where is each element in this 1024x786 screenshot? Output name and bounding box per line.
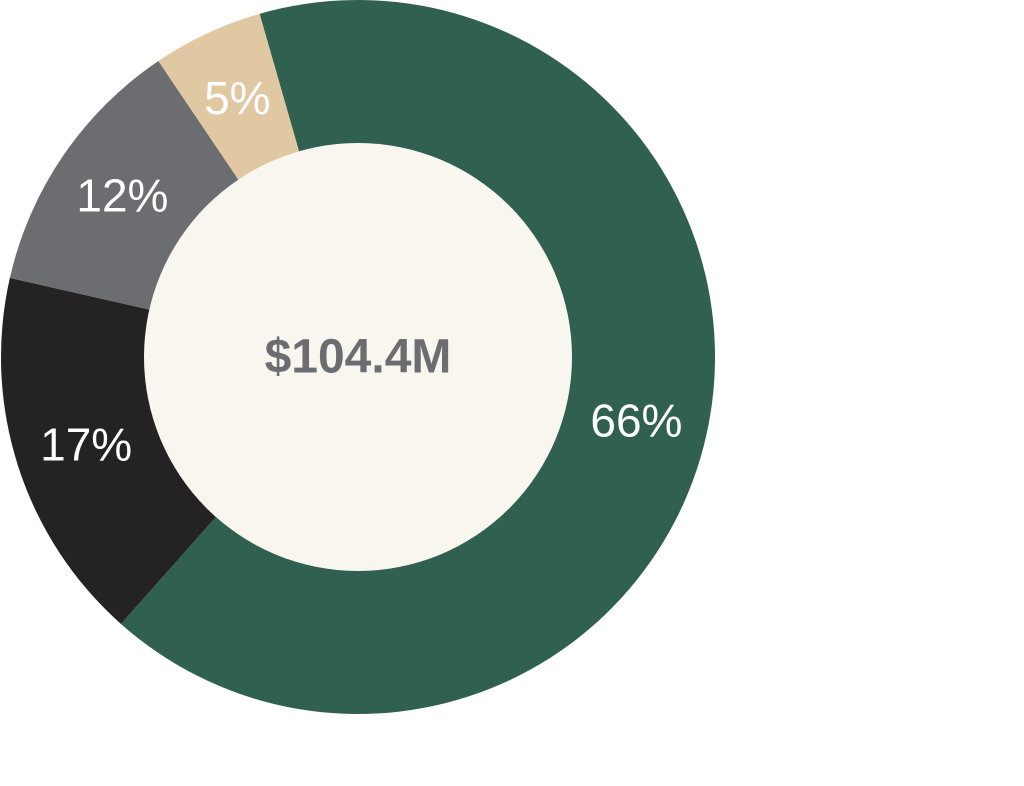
slice-label-2: 17% — [40, 418, 132, 470]
slice-label-4: 5% — [204, 72, 270, 124]
donut-hole — [144, 143, 572, 571]
slice-label-1: 66% — [590, 394, 682, 446]
slice-labels: 66% 17% 12% 5% — [40, 72, 682, 470]
slice-label-3: 12% — [76, 170, 168, 222]
center-total-label: $104.4M — [265, 331, 452, 384]
